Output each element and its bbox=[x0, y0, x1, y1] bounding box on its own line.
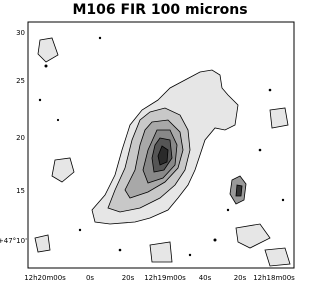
y-tick-label: 20 bbox=[16, 134, 25, 142]
y-tick-label: 30 bbox=[16, 29, 25, 37]
x-tick-label: 12h19m00s bbox=[144, 274, 186, 282]
x-tick-label: 12h20m00s bbox=[24, 274, 66, 282]
figure: M106 FIR 100 microns 30 25 20 15 +47°10'… bbox=[0, 2, 295, 282]
y-tick-label: +47°10' bbox=[0, 237, 27, 245]
x-tick-label: 20s bbox=[234, 274, 247, 282]
title: M106 FIR 100 microns bbox=[72, 2, 247, 18]
noise-dots bbox=[38, 36, 285, 257]
page: M106 FIR 100 microns 30 25 20 15 +47°10'… bbox=[0, 2, 296, 282]
x-tick-label: 40s bbox=[199, 274, 212, 282]
x-axis: 12h20m00s 0s 20s 12h19m00s 40s 20s 12h18… bbox=[24, 274, 295, 282]
x-tick-label: 20s bbox=[122, 274, 135, 282]
y-tick-label: 15 bbox=[16, 187, 25, 195]
x-tick-label: 0s bbox=[86, 274, 94, 282]
y-tick-label: 25 bbox=[16, 77, 25, 85]
x-tick-label: 12h18m00s bbox=[253, 274, 295, 282]
y-axis: 30 25 20 15 +47°10' bbox=[0, 29, 27, 245]
contour-map bbox=[34, 37, 291, 267]
